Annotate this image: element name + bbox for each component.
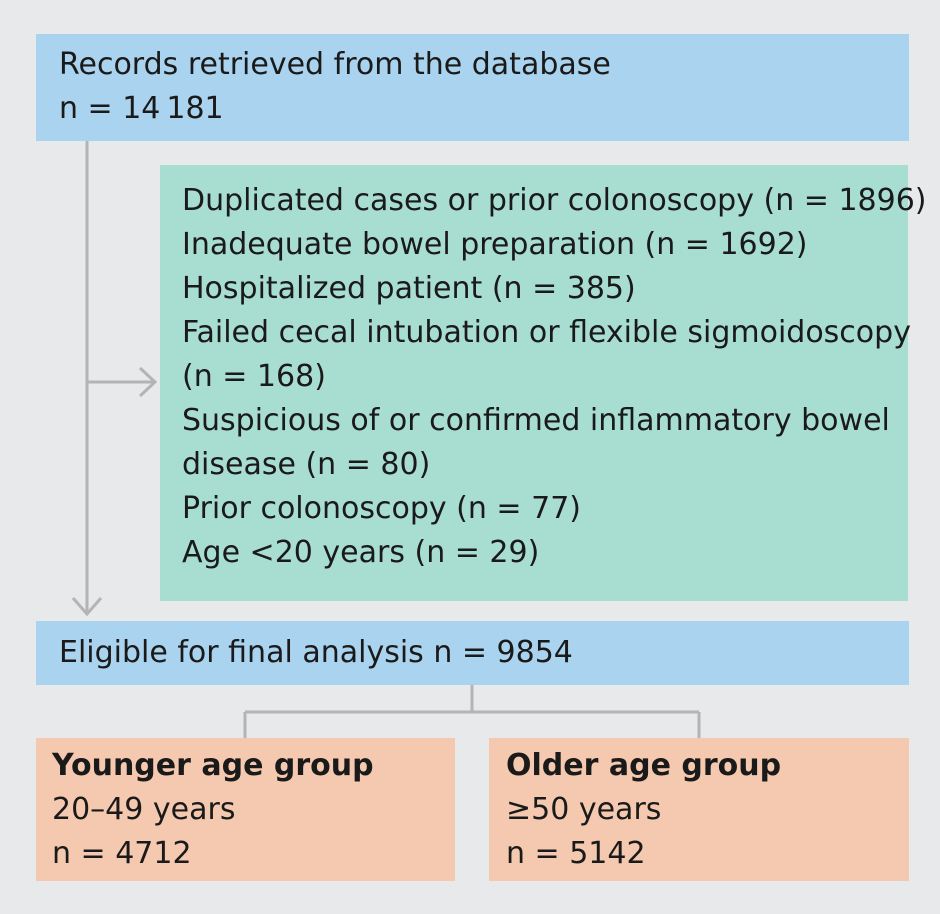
exclusion-line: (n = 168): [182, 359, 326, 394]
exclusion-line: Prior colonoscopy (n = 77): [182, 491, 581, 526]
older-group-box: Older age group ≥50 years n = 5142: [489, 738, 909, 881]
exclusion-line: disease (n = 80): [182, 447, 431, 482]
down-arrow-head: [71, 597, 103, 617]
exclusion-box: Duplicated cases or prior colonoscopy (n…: [160, 165, 927, 601]
exclusion-line: Suspicious of or confirmed inflammatory …: [182, 403, 890, 438]
older-group-count: n = 5142: [506, 836, 646, 871]
younger-group-range: 20–49 years: [52, 792, 236, 827]
older-group-range: ≥50 years: [506, 792, 662, 827]
exclusion-line: Hospitalized patient (n = 385): [182, 271, 636, 306]
right-arrow-head: [138, 366, 158, 398]
younger-group-title: Younger age group: [52, 748, 374, 783]
younger-group-box: Younger age group 20–49 years n = 4712: [36, 738, 455, 881]
exclusion-line: Failed cecal intubation or flexible sigm…: [182, 315, 911, 350]
records-title: Records retrieved from the database: [59, 47, 611, 82]
eligible-label: Eligible for final analysis n = 9854: [59, 635, 573, 670]
records-count: n = 14 181: [59, 91, 224, 126]
records-box: Records retrieved from the database n = …: [36, 34, 909, 141]
exclusion-line: Inadequate bowel preparation (n = 1692): [182, 227, 808, 262]
younger-group-count: n = 4712: [52, 836, 192, 871]
exclusion-line: Age <20 years (n = 29): [182, 535, 540, 570]
eligible-box: Eligible for final analysis n = 9854: [36, 621, 909, 685]
older-group-title: Older age group: [506, 748, 782, 783]
exclusion-line: Duplicated cases or prior colonoscopy (n…: [182, 183, 927, 218]
